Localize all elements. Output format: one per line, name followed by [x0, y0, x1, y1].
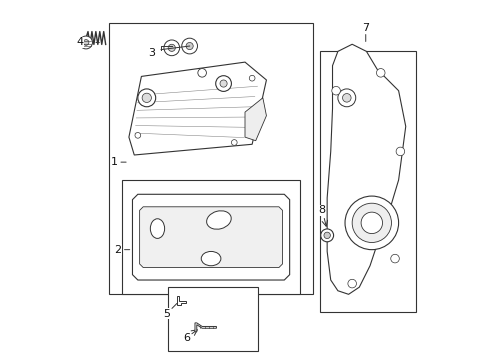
Circle shape	[348, 279, 356, 288]
Circle shape	[343, 94, 351, 102]
Circle shape	[391, 254, 399, 263]
Circle shape	[142, 93, 151, 103]
Circle shape	[376, 68, 385, 77]
Polygon shape	[327, 44, 406, 294]
Bar	[320, 51, 416, 312]
Text: 2: 2	[114, 245, 121, 255]
Bar	[168, 287, 258, 351]
Circle shape	[321, 229, 334, 242]
Polygon shape	[140, 207, 283, 267]
Circle shape	[249, 75, 255, 81]
Text: 1: 1	[111, 157, 118, 167]
Circle shape	[345, 196, 398, 249]
Ellipse shape	[207, 211, 231, 229]
Circle shape	[79, 36, 93, 49]
Text: 4: 4	[76, 37, 83, 48]
Polygon shape	[132, 194, 290, 280]
Circle shape	[198, 68, 206, 77]
Bar	[122, 180, 300, 294]
Text: 5: 5	[163, 309, 170, 319]
Circle shape	[332, 86, 341, 95]
Ellipse shape	[150, 219, 165, 238]
Text: 8: 8	[318, 205, 326, 215]
Circle shape	[231, 140, 237, 145]
Polygon shape	[245, 98, 267, 141]
Circle shape	[83, 40, 89, 45]
Circle shape	[182, 38, 197, 54]
Circle shape	[220, 80, 227, 87]
Text: 6: 6	[184, 333, 191, 343]
Ellipse shape	[201, 251, 221, 266]
Circle shape	[361, 212, 383, 234]
Circle shape	[135, 132, 141, 138]
Circle shape	[352, 203, 392, 243]
Circle shape	[168, 44, 175, 51]
Circle shape	[138, 89, 156, 107]
Circle shape	[396, 147, 405, 156]
Bar	[109, 23, 313, 294]
Text: 7: 7	[362, 23, 369, 33]
Text: 3: 3	[148, 48, 155, 58]
Circle shape	[216, 76, 231, 91]
Circle shape	[324, 232, 330, 239]
Circle shape	[164, 40, 180, 56]
Circle shape	[186, 42, 193, 50]
Polygon shape	[129, 62, 267, 155]
Polygon shape	[177, 296, 186, 305]
Polygon shape	[195, 323, 217, 332]
Circle shape	[338, 89, 356, 107]
